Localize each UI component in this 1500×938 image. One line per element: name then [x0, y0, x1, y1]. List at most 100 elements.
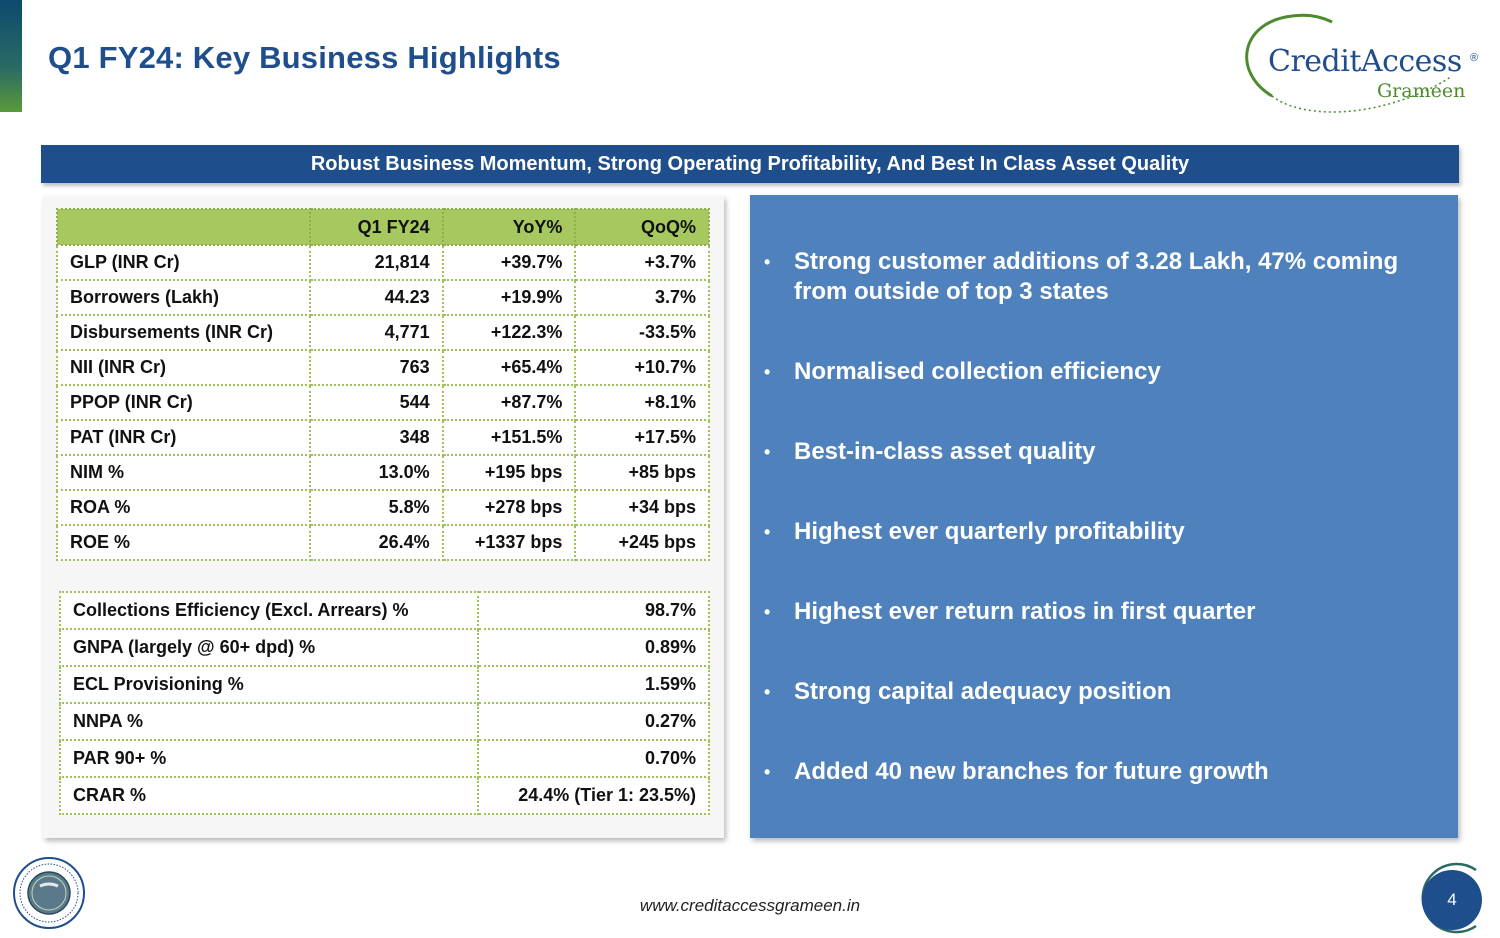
table-row: NII (INR Cr) 763 +65.4% +10.7%	[55, 349, 710, 386]
table-row: Borrowers (Lakh) 44.23 +19.9% 3.7%	[55, 279, 710, 316]
metric-qoq: +3.7%	[574, 244, 710, 281]
table-row: ROA % 5.8% +278 bps +34 bps	[55, 489, 710, 526]
metric-yoy: +19.9%	[441, 279, 577, 316]
bullet-icon: •	[764, 442, 771, 462]
metric-value: 763	[309, 349, 444, 386]
bullet-icon: •	[764, 522, 771, 542]
metric-qoq: +245 bps	[574, 524, 710, 561]
metric-qoq: +17.5%	[574, 419, 710, 456]
metric-value: 544	[309, 384, 444, 421]
list-item: • Highest ever quarterly profitability	[764, 517, 1444, 547]
list-item: • Added 40 new branches for future growth	[764, 757, 1444, 787]
header-cell: QoQ%	[574, 208, 710, 246]
metrics-table: Q1 FY24 YoY% QoQ% GLP (INR Cr) 21,814 +39.…	[55, 208, 710, 561]
metric-yoy: +278 bps	[441, 489, 577, 526]
list-item: • Best-in-class asset quality	[764, 437, 1444, 467]
page-number: 4	[1422, 870, 1482, 930]
metric-qoq: +10.7%	[574, 349, 710, 386]
25-years-anniversary-seal-icon	[13, 857, 85, 929]
metric-value: 26.4%	[309, 524, 444, 561]
metric-label: GLP (INR Cr)	[55, 244, 312, 281]
bullet-icon: •	[764, 682, 771, 702]
quality-value: 1.59%	[477, 665, 710, 704]
page-title: Q1 FY24: Key Business Highlights	[48, 40, 561, 75]
quality-label: NNPA %	[59, 702, 479, 741]
quality-label: ECL Provisioning %	[59, 665, 479, 704]
metric-label: Borrowers (Lakh)	[55, 279, 312, 316]
metric-yoy: +87.7%	[441, 384, 577, 421]
quality-label: PAR 90+ %	[59, 739, 479, 778]
table-header-row: Q1 FY24 YoY% QoQ%	[55, 208, 710, 246]
metric-label: PPOP (INR Cr)	[55, 384, 312, 421]
metric-qoq: 3.7%	[574, 279, 710, 316]
logo-registered-mark: ®	[1470, 52, 1479, 64]
header-cell: YoY%	[441, 208, 577, 246]
table-row: NIM % 13.0% +195 bps +85 bps	[55, 454, 710, 491]
bullet-icon: •	[764, 362, 771, 382]
table-row: PPOP (INR Cr) 544 +87.7% +8.1%	[55, 384, 710, 421]
highlight-text: Best-in-class asset quality	[794, 438, 1096, 465]
list-item: • Strong capital adequacy position	[764, 677, 1444, 707]
metric-value: 44.23	[309, 279, 444, 316]
metric-label: PAT (INR Cr)	[55, 419, 312, 456]
quality-value: 98.7%	[477, 591, 710, 630]
table-row: PAR 90+ % 0.70%	[59, 739, 710, 778]
table-row: ECL Provisioning % 1.59%	[59, 665, 710, 704]
table-row: GLP (INR Cr) 21,814 +39.7% +3.7%	[55, 244, 710, 281]
quality-value: 0.70%	[477, 739, 710, 778]
list-item: • Normalised collection efficiency	[764, 357, 1444, 387]
metric-yoy: +195 bps	[441, 454, 577, 491]
metric-yoy: +39.7%	[441, 244, 577, 281]
table-row: Disbursements (INR Cr) 4,771 +122.3% -33.5%	[55, 314, 710, 351]
metric-value: 21,814	[309, 244, 444, 281]
metric-label: ROE %	[55, 524, 312, 561]
bullet-icon: •	[764, 252, 771, 272]
metric-value: 348	[309, 419, 444, 456]
quality-value: 24.4% (Tier 1: 23.5%)	[477, 776, 710, 815]
highlight-text: Highest ever return ratios in first quar…	[794, 598, 1256, 625]
table-row: Collections Efficiency (Excl. Arrears) %…	[59, 591, 710, 630]
highlight-text: Added 40 new branches for future growth	[794, 758, 1269, 785]
accent-bar	[0, 0, 22, 112]
list-item: • Strong customer additions of 3.28 Lakh,…	[764, 247, 1444, 307]
metric-qoq: +85 bps	[574, 454, 710, 491]
table-row: ROE % 26.4% +1337 bps +245 bps	[55, 524, 710, 561]
asset-quality-table: Collections Efficiency (Excl. Arrears) %…	[59, 591, 710, 815]
list-item: • Highest ever return ratios in first qua…	[764, 597, 1444, 627]
highlight-text: Strong capital adequacy position	[794, 678, 1172, 705]
table-row: CRAR % 24.4% (Tier 1: 23.5%)	[59, 776, 710, 815]
logo-sub: Grameen	[1377, 80, 1466, 102]
metric-yoy: +151.5%	[441, 419, 577, 456]
highlights-list: • Strong customer additions of 3.28 Lakh,…	[764, 247, 1444, 837]
table-row: GNPA (largely @ 60+ dpd) % 0.89%	[59, 628, 710, 667]
metrics-card: Q1 FY24 YoY% QoQ% GLP (INR Cr) 21,814 +39.…	[43, 196, 724, 838]
bullet-icon: •	[764, 602, 771, 622]
metric-qoq: +34 bps	[574, 489, 710, 526]
quality-label: Collections Efficiency (Excl. Arrears) %	[59, 591, 479, 630]
table-row: PAT (INR Cr) 348 +151.5% +17.5%	[55, 419, 710, 456]
metric-yoy: +65.4%	[441, 349, 577, 386]
metric-yoy: +122.3%	[441, 314, 577, 351]
metric-label: ROA %	[55, 489, 312, 526]
quality-label: GNPA (largely @ 60+ dpd) %	[59, 628, 479, 667]
table-row: NNPA % 0.27%	[59, 702, 710, 741]
metric-value: 4,771	[309, 314, 444, 351]
metric-label: Disbursements (INR Cr)	[55, 314, 312, 351]
metric-label: NIM %	[55, 454, 312, 491]
quality-label: CRAR %	[59, 776, 479, 815]
quality-value: 0.27%	[477, 702, 710, 741]
footer-url[interactable]: www.creditaccessgrameen.in	[639, 896, 861, 915]
highlights-panel: • Strong customer additions of 3.28 Lakh,…	[750, 195, 1458, 838]
metric-yoy: +1337 bps	[441, 524, 577, 561]
bullet-icon: •	[764, 762, 771, 782]
logo-brand: CreditAccess	[1268, 44, 1462, 79]
metric-qoq: -33.5%	[574, 314, 710, 351]
metric-value: 5.8%	[309, 489, 444, 526]
highlight-text: Normalised collection efficiency	[794, 358, 1161, 385]
header-cell: Q1 FY24	[309, 208, 444, 246]
metric-value: 13.0%	[309, 454, 444, 491]
highlight-text: Strong customer additions of 3.28 Lakh, …	[794, 248, 1399, 305]
header-cell	[55, 208, 312, 246]
banner: Robust Business Momentum, Strong Operati…	[41, 145, 1459, 183]
quality-value: 0.89%	[477, 628, 710, 667]
